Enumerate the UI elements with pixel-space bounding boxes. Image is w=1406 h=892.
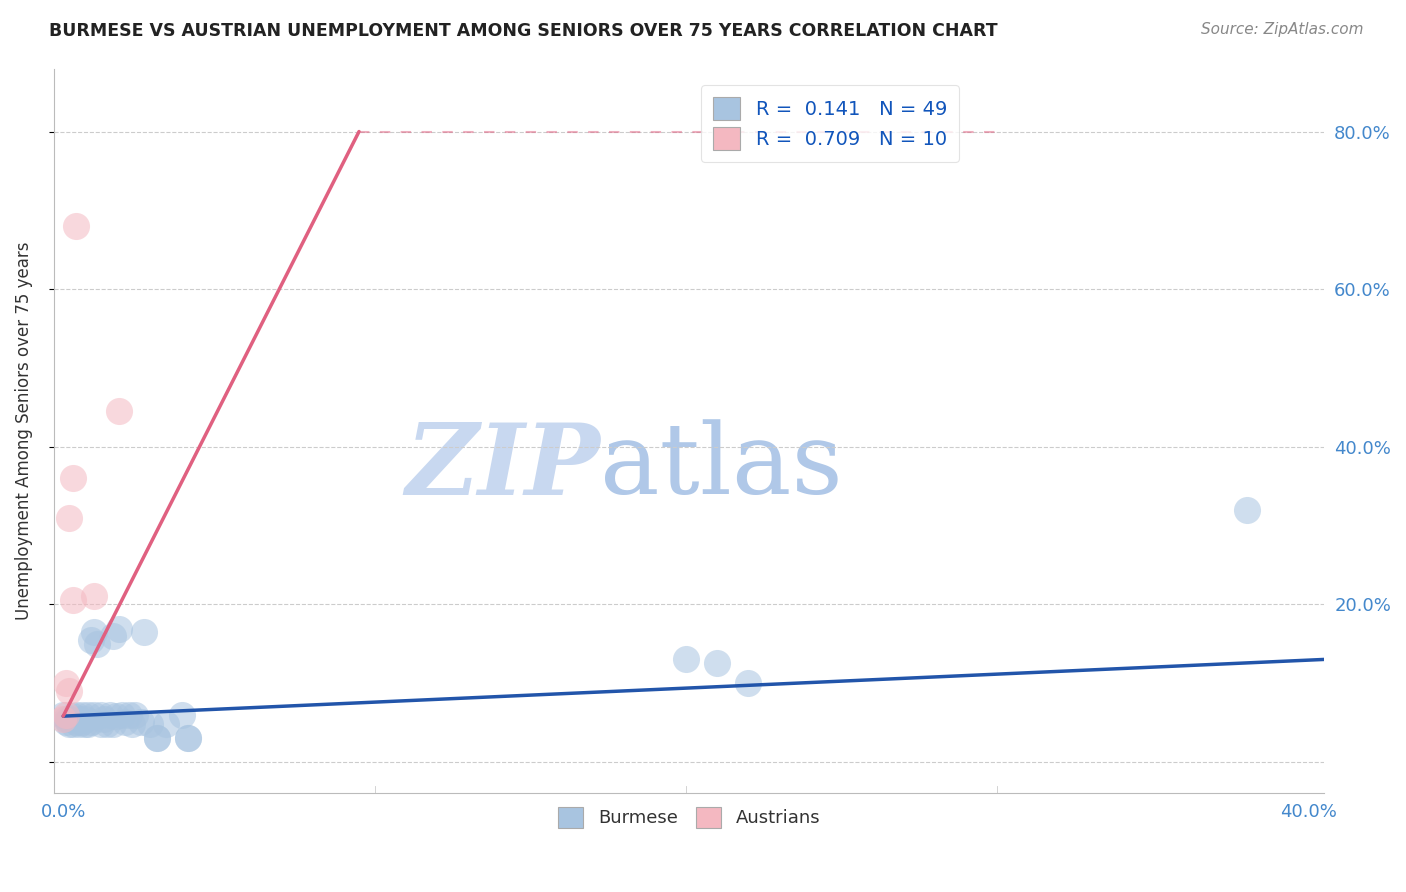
Point — [55, 707, 77, 722]
Point — [96, 717, 118, 731]
Point — [62, 717, 84, 731]
Point — [83, 590, 105, 604]
Point — [70, 715, 93, 730]
Point — [177, 731, 200, 746]
Point — [117, 707, 139, 722]
Point — [145, 731, 167, 746]
Point — [177, 731, 200, 746]
Point — [134, 624, 156, 639]
Point — [83, 707, 105, 722]
Point — [52, 707, 75, 722]
Point — [145, 731, 167, 746]
Point — [70, 707, 93, 722]
Point — [67, 717, 90, 731]
Point — [114, 715, 136, 730]
Point — [98, 707, 121, 722]
Point — [65, 707, 87, 722]
Text: BURMESE VS AUSTRIAN UNEMPLOYMENT AMONG SENIORS OVER 75 YEARS CORRELATION CHART: BURMESE VS AUSTRIAN UNEMPLOYMENT AMONG S… — [49, 22, 998, 40]
Point — [105, 709, 128, 723]
Legend: Burmese, Austrians: Burmese, Austrians — [551, 800, 827, 835]
Point — [108, 404, 131, 418]
Point — [73, 717, 96, 731]
Point — [1236, 502, 1258, 516]
Point — [155, 717, 177, 731]
Point — [90, 717, 112, 731]
Point — [675, 652, 697, 666]
Y-axis label: Unemployment Among Seniors over 75 years: Unemployment Among Seniors over 75 years — [15, 242, 32, 620]
Point — [80, 632, 103, 647]
Point — [55, 676, 77, 690]
Point — [737, 676, 759, 690]
Text: atlas: atlas — [600, 419, 844, 515]
Point — [77, 717, 100, 731]
Point — [101, 717, 124, 731]
Point — [706, 657, 728, 671]
Point — [124, 707, 146, 722]
Point — [77, 707, 100, 722]
Point — [108, 623, 131, 637]
Point — [86, 637, 108, 651]
Point — [65, 219, 87, 233]
Point — [93, 711, 115, 725]
Point — [58, 510, 80, 524]
Point — [139, 717, 162, 731]
Text: Source: ZipAtlas.com: Source: ZipAtlas.com — [1201, 22, 1364, 37]
Point — [55, 711, 77, 725]
Point — [73, 711, 96, 725]
Point — [62, 709, 84, 723]
Text: ZIP: ZIP — [405, 419, 600, 516]
Point — [83, 624, 105, 639]
Point — [58, 717, 80, 731]
Point — [62, 471, 84, 485]
Point — [90, 707, 112, 722]
Point — [62, 593, 84, 607]
Point — [111, 707, 134, 722]
Point — [65, 715, 87, 730]
Point — [170, 707, 193, 722]
Point — [80, 715, 103, 730]
Point — [58, 711, 80, 725]
Point — [52, 711, 75, 725]
Point — [58, 684, 80, 698]
Point — [55, 715, 77, 730]
Point — [101, 629, 124, 643]
Point — [67, 711, 90, 725]
Point — [129, 715, 152, 730]
Point — [121, 717, 143, 731]
